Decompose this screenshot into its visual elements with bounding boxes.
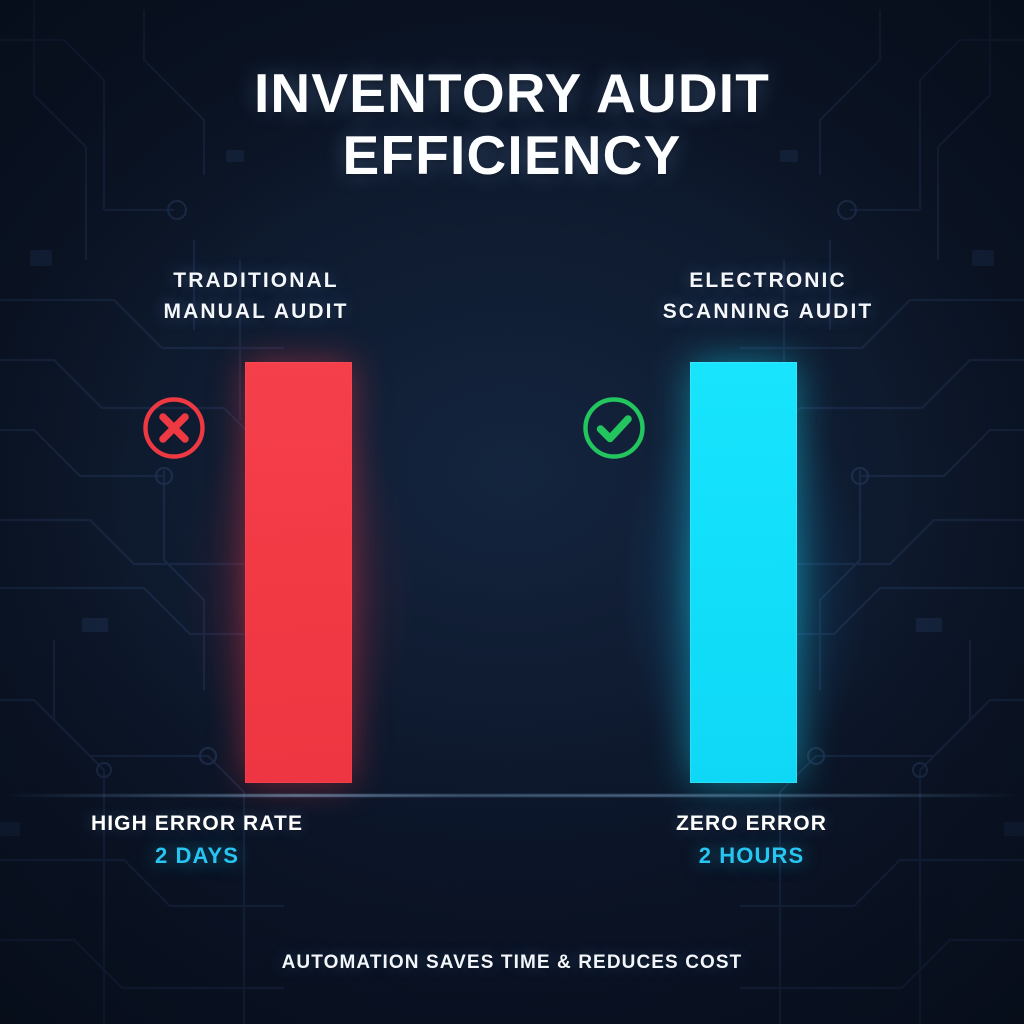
column-heading-electronic: ELECTRONIC SCANNING AUDIT xyxy=(662,269,874,323)
bar-fill-red xyxy=(245,362,352,783)
result-captions: HIGH ERROR RATE 2 DAYS ZERO ERROR 2 HOUR… xyxy=(0,812,1024,894)
comparison-columns: TRADITIONAL MANUAL AUDIT ELECTRONIC SCAN… xyxy=(0,265,1024,905)
bar-traditional-manual-audit xyxy=(150,332,447,801)
title-line-1: INVENTORY AUDIT xyxy=(253,62,771,124)
caption-traditional: HIGH ERROR RATE 2 DAYS xyxy=(0,812,512,894)
caption-main-traditional: HIGH ERROR RATE xyxy=(90,812,304,835)
bar-stage-traditional xyxy=(0,332,512,801)
circle-x-icon xyxy=(141,395,207,461)
bar-fill-cyan xyxy=(690,362,797,783)
footer-tagline: AUTOMATION SAVES TIME & REDUCES COST xyxy=(281,952,743,973)
caption-value-traditional: 2 DAYS xyxy=(154,843,240,868)
caption-electronic: ZERO ERROR 2 HOURS xyxy=(512,812,1024,894)
bar-electronic-scanning-audit xyxy=(595,332,892,801)
title-line-2: EFFICIENCY xyxy=(342,124,682,186)
column-heading-traditional: TRADITIONAL MANUAL AUDIT xyxy=(163,269,349,323)
page-title: INVENTORY AUDIT EFFICIENCY xyxy=(0,62,1024,186)
bar-stage-electronic xyxy=(512,332,1024,801)
circle-check-icon xyxy=(581,395,647,461)
caption-main-electronic: ZERO ERROR xyxy=(675,812,827,835)
column-traditional-manual-audit: TRADITIONAL MANUAL AUDIT xyxy=(0,265,512,905)
caption-value-electronic: 2 HOURS xyxy=(698,843,805,868)
column-electronic-scanning-audit: ELECTRONIC SCANNING AUDIT xyxy=(512,265,1024,905)
